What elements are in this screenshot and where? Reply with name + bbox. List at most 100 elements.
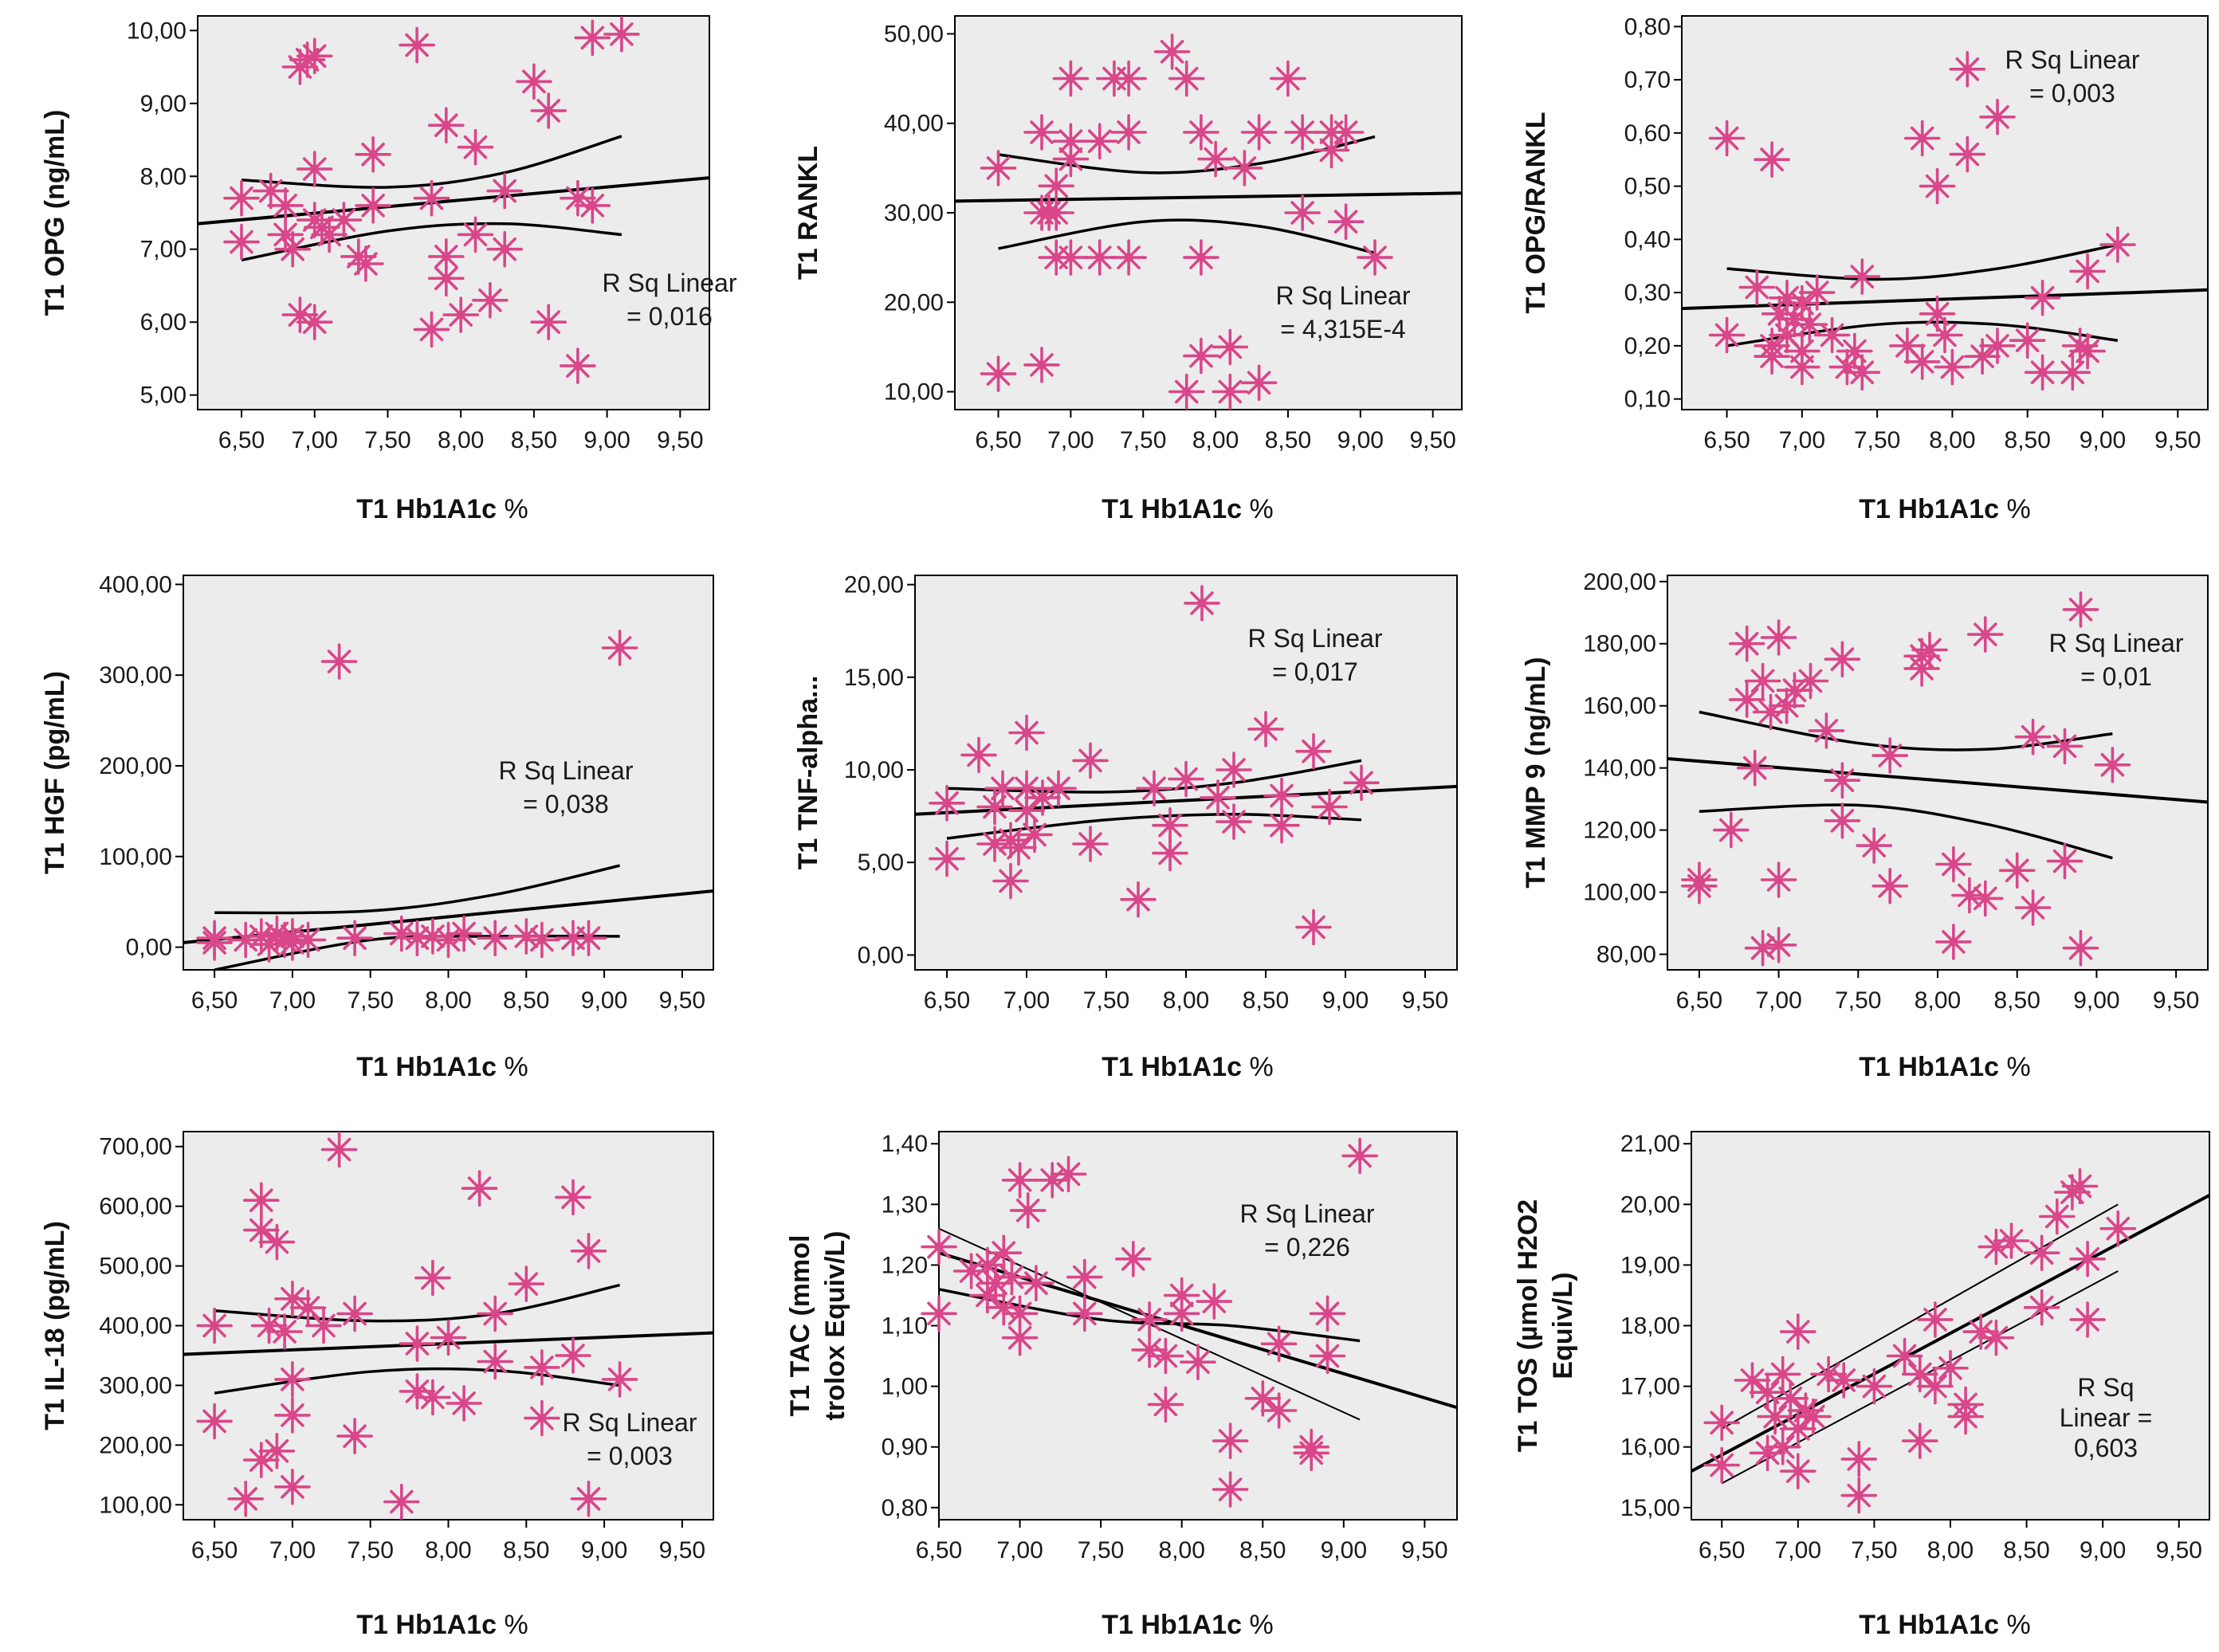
point-core [1086,839,1095,849]
data-point [1120,881,1157,918]
data-point [296,151,333,187]
data-point [601,1361,638,1398]
y-tick-label: 1,20 [882,1252,928,1278]
data-point [289,921,327,959]
point-core [1793,1424,1803,1434]
x-tick-label: 8,50 [503,987,549,1014]
data-point [1212,373,1249,410]
x-tick-label: 9,00 [581,987,627,1014]
point-core [272,1446,281,1456]
data-point [1212,328,1249,366]
x-tick-label: 6,50 [191,1537,238,1564]
point-core [490,933,500,943]
point-core [339,215,348,225]
point-core [1274,1406,1284,1415]
point-core [442,273,451,283]
x-tick-label: 7,50 [1083,987,1129,1014]
point-core [1750,763,1760,773]
data-point [1024,779,1061,816]
data-point [1760,927,1797,963]
x-tick-label: 8,50 [1239,1537,1286,1564]
data-point [1263,777,1300,814]
data-point [1295,908,1332,946]
data-point [1744,662,1781,700]
point-core [2113,240,2123,249]
data-point [274,1469,311,1505]
fit-line [955,191,1462,203]
data-point [2061,1167,2099,1205]
r-squared-annotation: 0,603 [2074,1434,2138,1462]
y-axis-title: T1 TOS (µmol H2O2 [1513,1199,1543,1452]
point-core [2076,944,2085,953]
data-point [1357,239,1393,276]
x-tick-label: 9,50 [2154,427,2201,453]
point-core [1742,695,1752,704]
point-core [1949,937,1958,947]
point-core [265,1321,274,1330]
point-core [994,163,1003,173]
y-tick-label: 0,00 [126,935,172,961]
point-core [1722,331,1732,339]
point-core [444,1333,453,1342]
data-point [1009,1192,1047,1229]
point-core [485,296,495,305]
data-point [570,1233,607,1269]
data-point [1772,1380,1809,1417]
data-point [1967,880,2004,917]
point-core [2037,1303,2047,1313]
y-tick-label: 100,00 [1583,880,1656,906]
y-axis-title: T1 OPG/RANKL [1521,112,1551,313]
y-axis-title: T1 MMP 9 (ng/mL) [1521,657,1551,888]
data-point [984,770,1021,807]
x-axis-title-main: T1 Hb1A1c [356,1052,504,1082]
point-core [1900,1352,1910,1360]
data-point [1040,770,1077,807]
data-point [1311,788,1348,826]
point-core [537,935,547,944]
data-point [320,1131,358,1168]
data-point [1072,742,1109,779]
point-core [1917,664,1926,673]
point-core [1023,1206,1033,1215]
point-core [983,1260,992,1269]
point-core [1124,253,1133,262]
point-core [1277,821,1286,830]
point-core [1766,708,1776,716]
data-point [1824,641,1861,678]
point-core [2083,266,2092,276]
chart-opg_rankl: 0,10 0,20 0,30 0,40 0,50 0,60 0,70 0,80 6,50 7,00… [1521,14,2209,524]
x-tick-label: 7,50 [1835,987,1881,1014]
x-axis-title-unit: % [2006,1610,2030,1640]
data-point [1226,150,1263,186]
points [1703,1167,2137,1514]
data-point [227,1481,265,1517]
x-tick-label: 6,50 [975,427,1021,453]
data-point [1168,760,1204,798]
data-point [472,281,509,319]
data-point [413,311,450,348]
x-axis-title: T1 Hb1A1c % [1859,1610,2030,1640]
data-point [1703,1404,1740,1442]
point-core [1722,134,1732,143]
data-point [336,1295,373,1332]
point-core [1782,701,1792,711]
data-point [1703,1446,1740,1484]
data-point [1856,1368,1893,1405]
data-point [266,1313,303,1350]
data-point [1008,792,1045,829]
point-core [1981,893,1990,903]
point-core [1181,775,1191,784]
point-core [241,1494,250,1504]
point-core [1225,342,1235,351]
point-core [1758,677,1768,685]
point-core [2083,1254,2092,1264]
data-point [1152,834,1188,872]
fit-line [939,1251,1457,1410]
point-core [2052,1212,2062,1221]
data-point [570,920,607,956]
data-point [2062,591,2099,628]
r-squared-annotation: = 0,01 [2080,662,2152,691]
x-tick-label: 7,00 [269,987,316,1014]
data-point [1824,762,1861,799]
y-axis-title: T1 HGF (pg/mL) [40,671,70,874]
